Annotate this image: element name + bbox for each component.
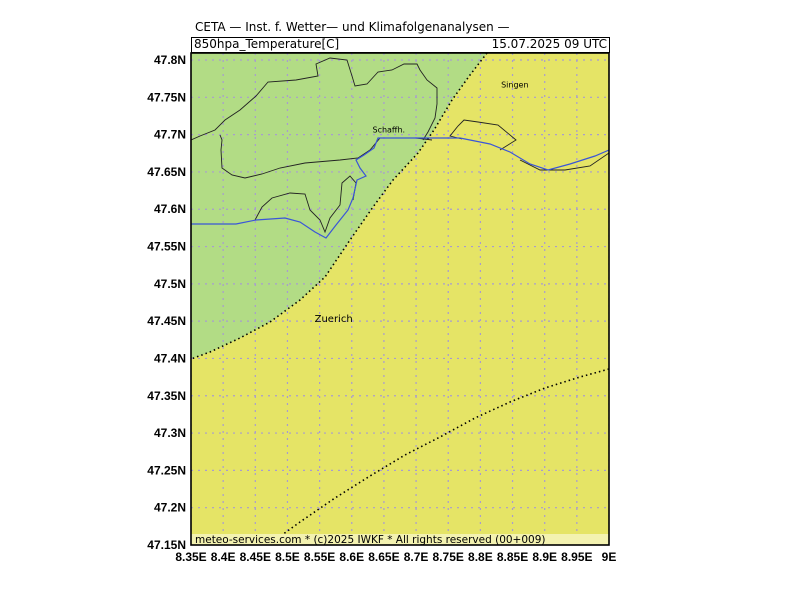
header-bar: 850hpa_Temperature[C] 15.07.2025 09 UTC: [191, 37, 610, 53]
city-labels: Singen Schaffh. Zuerich: [315, 80, 529, 325]
lat-tick-label: 47.5N: [154, 277, 186, 291]
lat-tick-label: 47.25N: [147, 463, 186, 477]
lat-tick-label: 47.45N: [147, 314, 186, 328]
lon-tick-label: 8.9E: [532, 550, 557, 564]
lat-tick-label: 47.4N: [154, 351, 186, 365]
lat-tick-label: 47.55N: [147, 240, 186, 254]
lon-tick-label: 8.55E: [304, 550, 335, 564]
map-plot-area: Singen Schaffh. Zuerich: [191, 53, 609, 545]
border-line-pocket: [254, 175, 357, 234]
lat-tick-label: 47.6N: [154, 202, 186, 216]
lat-tick-label: 47.65N: [147, 165, 186, 179]
rhine-river: [191, 137, 609, 239]
lon-tick-label: 8.65E: [368, 550, 399, 564]
credit-bar: [191, 534, 609, 545]
lon-tick-label: 8.8E: [468, 550, 493, 564]
lat-tick-label: 47.75N: [147, 90, 186, 104]
lon-tick-label: 8.85E: [497, 550, 528, 564]
temperature-isoline-upper: [191, 53, 488, 360]
lat-tick-label: 47.15N: [147, 538, 186, 552]
city-label-singen: Singen: [501, 80, 528, 89]
lon-tick-label: 8.7E: [404, 550, 429, 564]
lat-tick-label: 47.35N: [147, 389, 186, 403]
city-label-zuerich: Zuerich: [315, 314, 353, 325]
chart-title: CETA — Inst. f. Wetter— und Klimafolgena…: [195, 20, 510, 34]
temperature-isoline-lower: [267, 368, 609, 545]
grid-lines: [191, 53, 609, 545]
map-frame: [190, 52, 610, 546]
lon-tick-label: 8.35E: [175, 550, 206, 564]
lon-tick-label: 8.4E: [211, 550, 236, 564]
lon-tick-label: 8.95E: [561, 550, 592, 564]
border-line: [191, 57, 438, 141]
parameter-label: 850hpa_Temperature[C]: [194, 37, 340, 51]
lon-tick-label: 8.75E: [433, 550, 464, 564]
border-line-singen: [449, 119, 517, 151]
border-line-east: [519, 152, 609, 171]
lat-tick-label: 47.3N: [154, 426, 186, 440]
lat-tick-label: 47.8N: [154, 53, 186, 67]
lon-tick-label: 9E: [602, 550, 617, 564]
lon-tick-label: 8.5E: [275, 550, 300, 564]
valid-time-label: 15.07.2025 09 UTC: [491, 37, 607, 51]
lat-tick-label: 47.2N: [154, 501, 186, 515]
lon-tick-label: 8.6E: [339, 550, 364, 564]
lat-tick-label: 47.7N: [154, 128, 186, 142]
credit-text: meteo-services.com * (c)2025 IWKF * All …: [195, 534, 546, 546]
city-label-schaffh: Schaffh.: [372, 126, 405, 135]
axis-labels: 8.35E 8.4E 8.45E 8.5E 8.55E 8.6E 8.65E 8.7E 8.75…: [147, 53, 616, 564]
lon-tick-label: 8.45E: [240, 550, 271, 564]
